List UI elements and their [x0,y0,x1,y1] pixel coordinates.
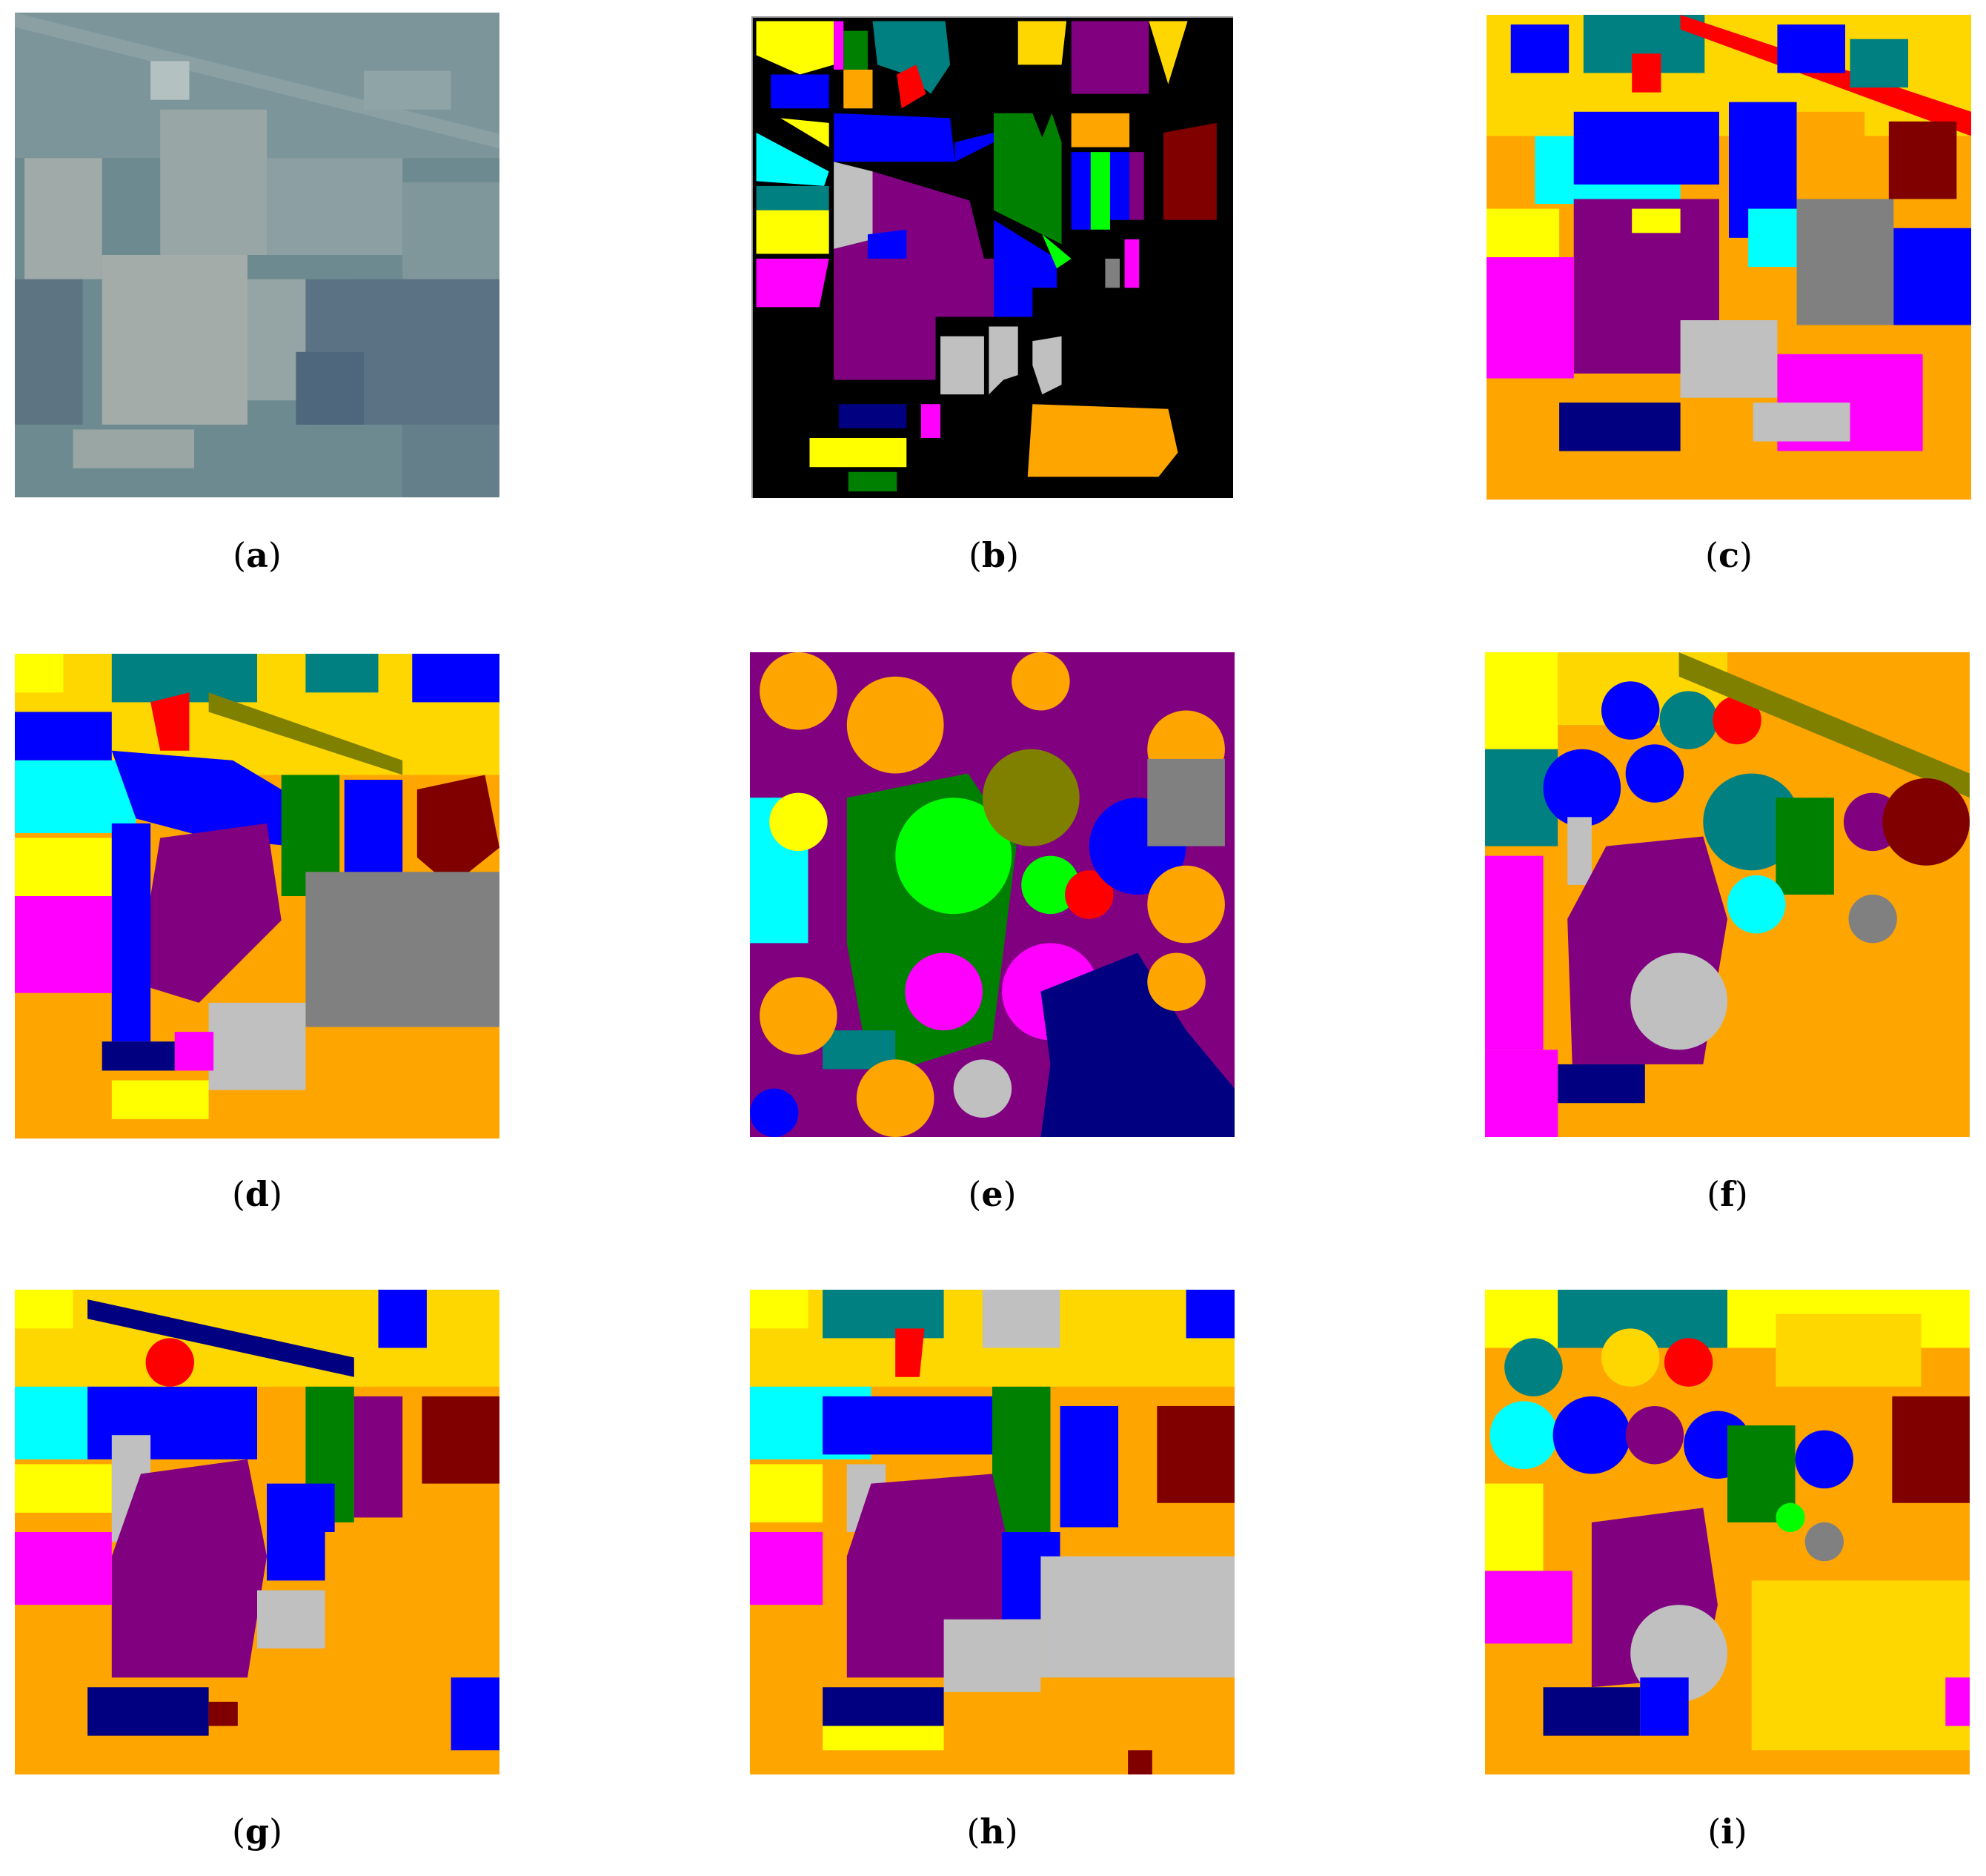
panel-a-satellite-image [15,13,499,497]
caption-d: (d) [231,1174,283,1214]
classification-map-d [15,654,499,1138]
panel-h-classification-map [750,1290,1235,1774]
satellite-image [15,13,499,497]
classification-map-i [1485,1290,1970,1774]
caption-i: (i) [1707,1812,1747,1852]
ground-truth-map [751,16,1233,498]
caption-b: (b) [968,535,1020,575]
caption-e: (e) [968,1174,1017,1214]
panel-i-classification-map [1485,1290,1970,1774]
panel-d-classification-map [15,654,499,1138]
panel-e-classification-map [750,652,1235,1137]
panel-f-classification-map [1485,652,1970,1137]
caption-h: (h) [966,1812,1018,1852]
panel-c-classification-map [1487,15,1971,500]
caption-c: (c) [1705,535,1753,575]
panel-b-ground-truth [751,16,1233,498]
caption-f: (f) [1707,1174,1748,1214]
panel-g-classification-map [15,1290,499,1774]
caption-g: (g) [231,1812,283,1852]
classification-map-g [15,1290,499,1774]
classification-map-c [1487,15,1971,500]
caption-a: (a) [233,535,282,575]
classification-map-h [750,1290,1235,1774]
classification-map-f [1485,652,1970,1137]
classification-map-e [750,652,1235,1137]
